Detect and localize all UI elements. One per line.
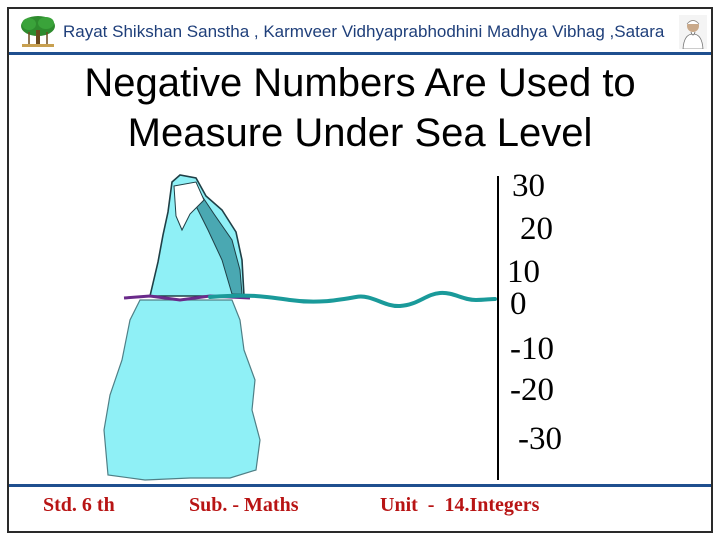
header-bar: Rayat Shikshan Sanstha , Karmveer Vidhya… — [9, 9, 711, 55]
title-line-1: Negative Numbers Are Used to — [84, 61, 636, 105]
slide-title: Negative Numbers Are Used to Measure Und… — [20, 58, 700, 158]
footer-divider — [9, 484, 711, 487]
footer-subject: Sub. - Maths — [189, 494, 299, 516]
title-line-2: Measure Under Sea Level — [127, 111, 593, 155]
iceberg-highlight — [173, 181, 205, 232]
iceberg-tip — [148, 174, 245, 297]
scale-tick-0: 0 — [510, 286, 527, 322]
founder-portrait-icon — [679, 15, 707, 49]
sea-level-wave — [208, 290, 497, 309]
organization-name: Rayat Shikshan Sanstha , Karmveer Vidhya… — [63, 22, 665, 41]
depth-scale-axis — [497, 176, 499, 480]
iceberg-underwater — [103, 299, 261, 481]
banyan-tree-logo-icon — [21, 16, 55, 47]
footer-standard: Std. 6 th — [43, 494, 115, 516]
scale-tick-minus-10: -10 — [510, 331, 554, 367]
scale-tick-minus-20: -20 — [510, 372, 554, 408]
footer-unit: Unit - 14.Integers — [380, 494, 540, 516]
scale-tick-10: 10 — [507, 254, 540, 290]
scale-tick-30: 30 — [512, 168, 545, 204]
scale-tick-minus-30: -30 — [518, 421, 562, 457]
scale-tick-20: 20 — [520, 211, 553, 247]
